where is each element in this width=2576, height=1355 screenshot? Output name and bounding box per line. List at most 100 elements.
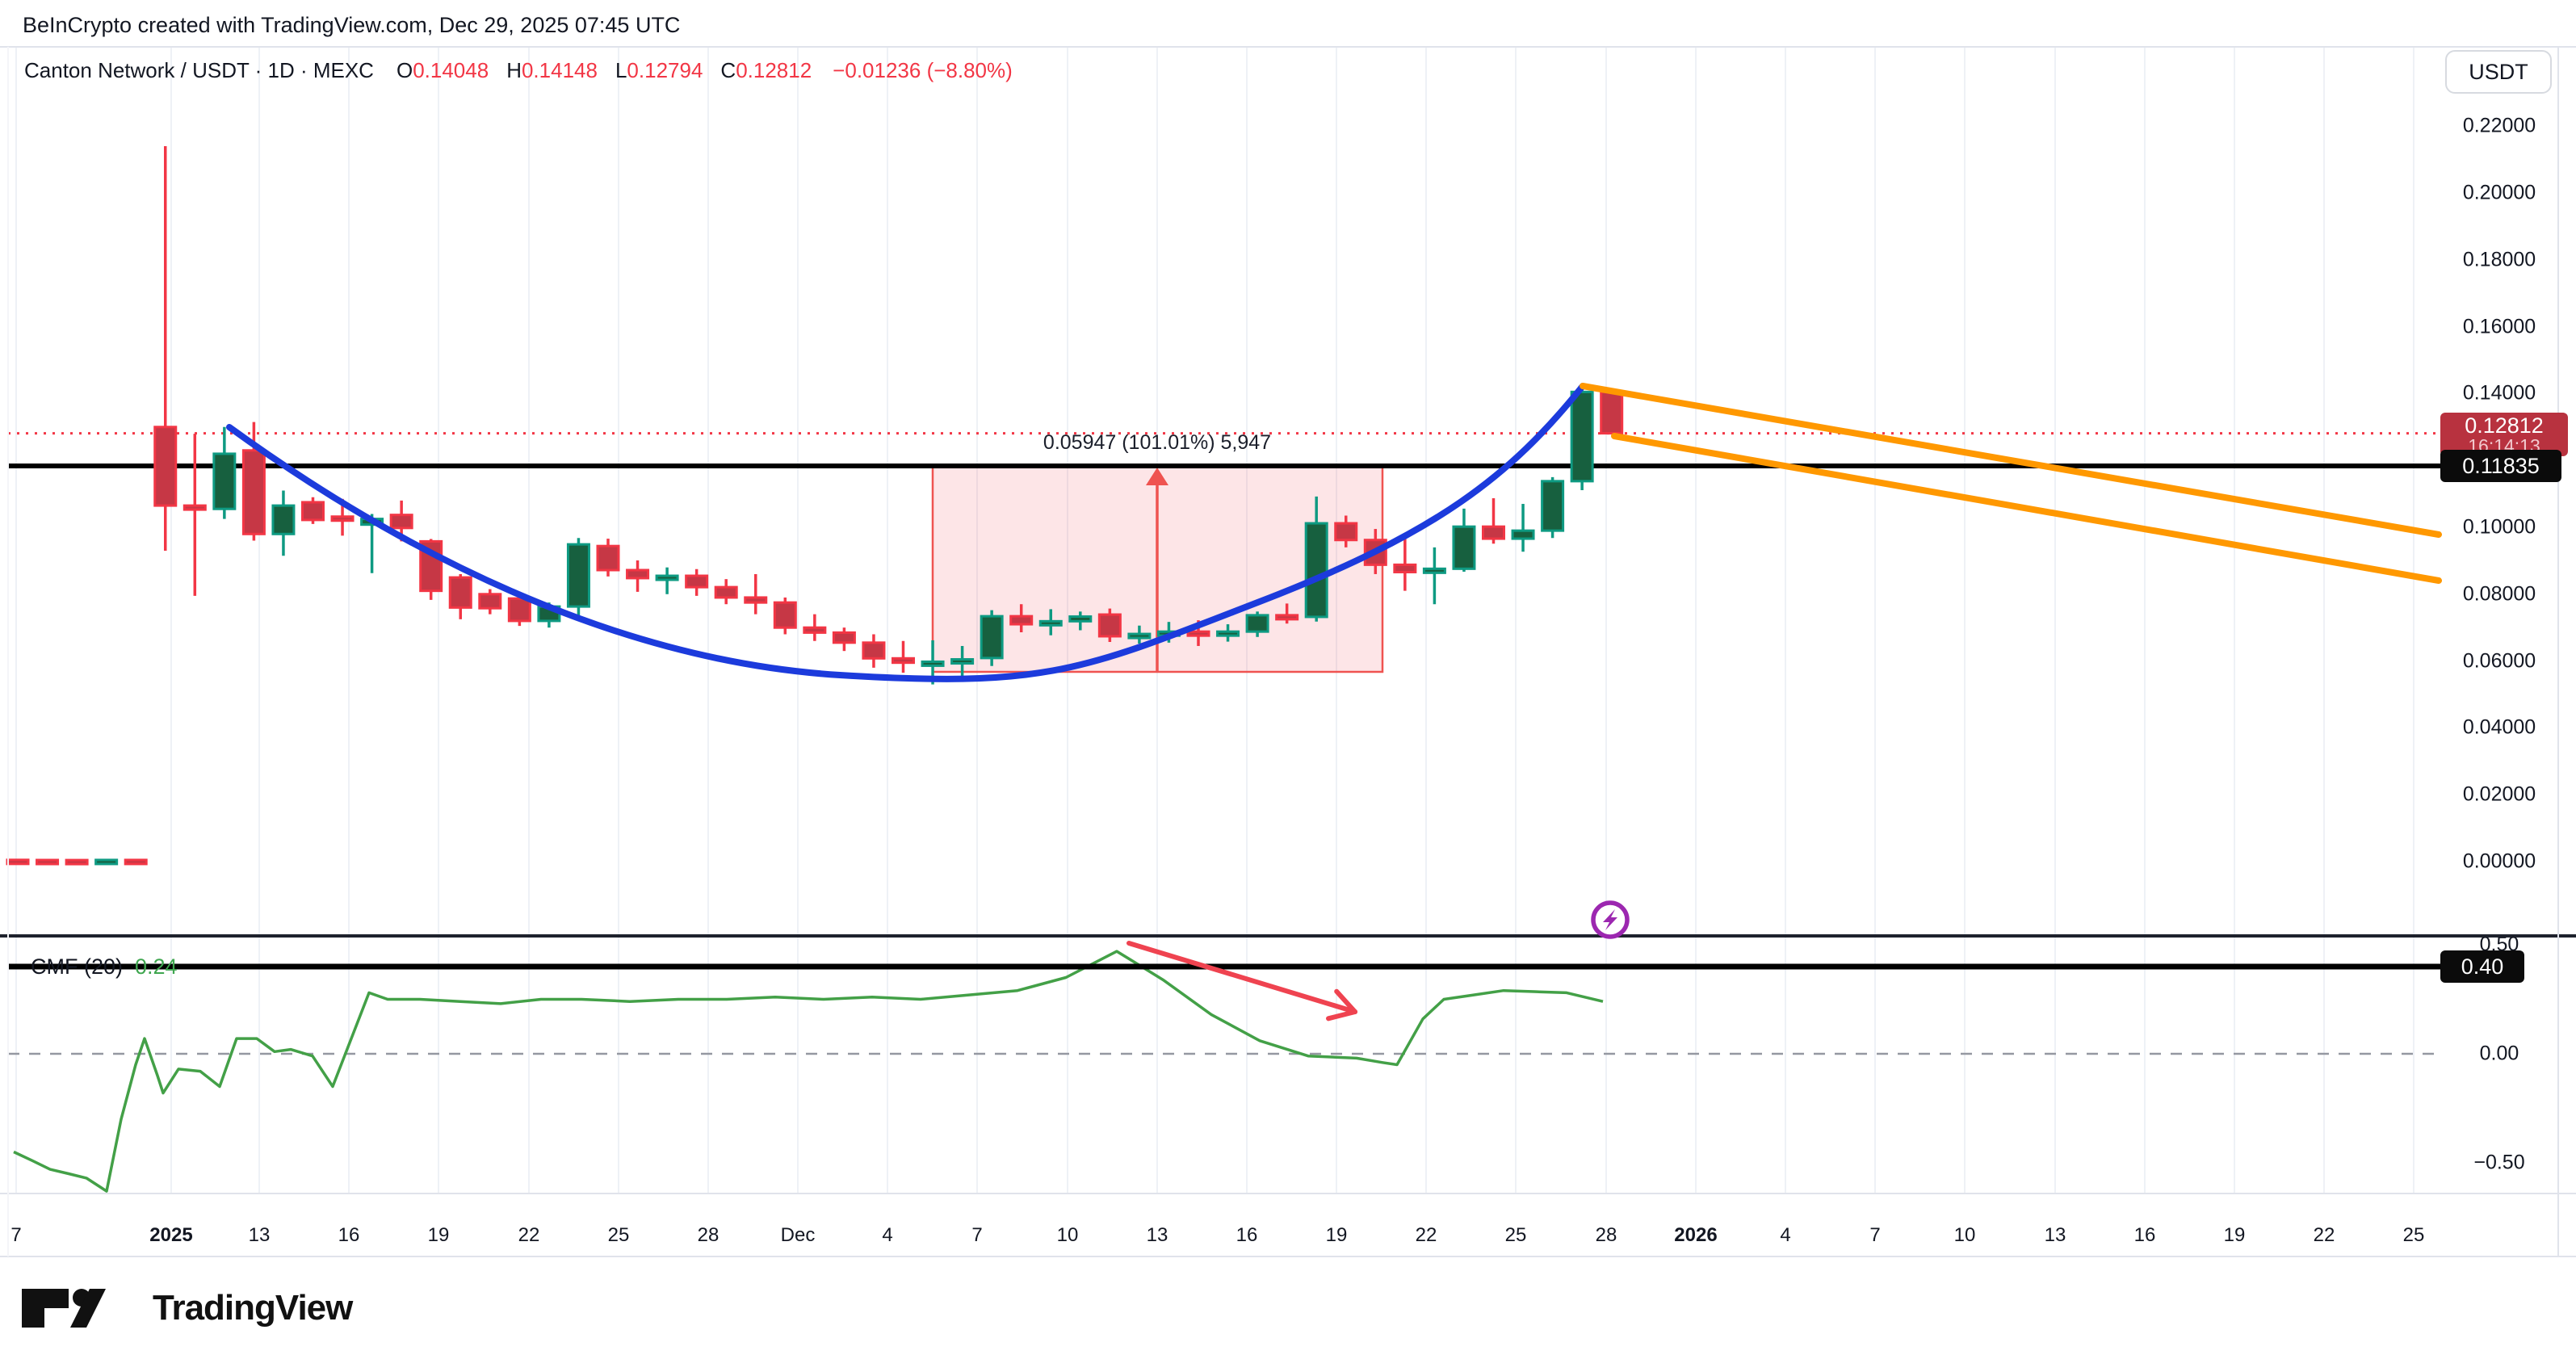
candle-body [1127,632,1152,640]
candle-body [1393,563,1417,573]
price-tick-label: 0.20000 [2462,181,2536,204]
candle-body [980,615,1004,660]
time-tick-label: 2025 [149,1224,193,1246]
candle-body [596,544,620,572]
time-tick-label: 7 [10,1224,22,1246]
cmf-indicator-legend: CMF (20) 0.24 [31,954,178,980]
credit-line: BeInCrypto created with TradingView.com,… [23,13,681,37]
candle-body [478,593,502,610]
change-value: −0.01236 (−8.80%) [833,58,1013,82]
price-tick-label: 0.08000 [2462,582,2536,606]
measure-tool-label: 0.05947 (101.01%) 5,947 [1043,431,1272,454]
low-label: L [615,58,627,82]
time-tick-label: 28 [697,1224,720,1246]
orange-trendline [1580,383,2442,538]
time-tick-label: 16 [1236,1224,1258,1246]
candle-body [241,449,266,535]
cmf-level-badge: 0.40 [2440,950,2524,983]
candle-body [1009,615,1034,626]
time-tick-label: 19 [2223,1224,2246,1246]
candle-body [389,514,413,530]
cmf-tick-label: −0.50 [2473,1151,2525,1174]
candle-body [803,626,827,634]
candle-body [507,597,531,623]
flash-alert-icon[interactable] [1591,900,1630,939]
high-value: 0.14148 [521,58,598,82]
open-label: O [396,58,413,82]
candle-body [1422,567,1446,574]
last-price-value: 0.12812 [2465,413,2544,438]
price-tick-label: 0.06000 [2462,649,2536,673]
candle-body [94,858,119,866]
candle-body [124,858,148,866]
cmf-red-arrow-line [1126,941,1357,1014]
time-tick-label: 10 [1056,1224,1079,1246]
measure-arrow-head [1146,468,1168,485]
price-tick-label: 0.22000 [2462,114,2536,137]
candle-body [832,631,856,644]
time-tick-label: 16 [338,1224,360,1246]
cmf-tick-label: 0.00 [2479,1042,2519,1065]
candle-body [212,452,237,510]
candle-body [921,660,945,667]
cmf-value: 0.24 [135,954,178,979]
candle-body [1570,390,1594,483]
price-tick-label: 0.00000 [2462,849,2536,873]
close-label: C [720,58,736,82]
close-value: 0.12812 [736,58,812,82]
candle-body [566,543,590,608]
time-tick-label: 16 [2133,1224,2156,1246]
time-tick-label: 25 [2402,1224,2425,1246]
tradingview-logo: TradingView [20,1286,353,1331]
candle-body [183,504,207,511]
time-tick-label: 25 [1504,1224,1527,1246]
orange-trendline [1611,433,2442,584]
candle-body [301,501,325,522]
time-tick-label: 2026 [1674,1224,1718,1246]
candle-body [626,568,650,580]
low-value: 0.12794 [627,58,703,82]
candle-body [1304,522,1328,619]
time-tick-label: 13 [248,1224,271,1246]
candle-body [448,576,472,609]
candle-body [271,504,296,535]
price-tick-label: 0.18000 [2462,248,2536,271]
tradingview-logo-text: TradingView [153,1288,353,1328]
cmf-name: CMF (20) [31,954,123,979]
currency-unit-button[interactable]: USDT [2445,50,2552,94]
last-price-badge: 0.12812 16:14:13 [2440,413,2568,456]
support-level-badge: 0.11835 [2440,450,2561,482]
candle-body [1038,619,1063,627]
time-tick-label: 22 [518,1224,540,1246]
symbol-legend: Canton Network / USDT · 1D · MEXC O 0.14… [24,58,1013,83]
open-value: 0.14048 [413,58,489,82]
candle-body [862,641,886,660]
candle-body [1452,525,1476,570]
time-tick-label: 22 [1415,1224,1437,1246]
candle-body [1216,630,1240,637]
time-tick-label: 28 [1595,1224,1617,1246]
time-tick-label: 13 [2044,1224,2066,1246]
high-label: H [506,58,522,82]
cmf-red-arrow-head [1326,1009,1357,1021]
candle-body [1600,390,1624,435]
candle-body [1068,615,1093,623]
candle-body [1482,525,1505,540]
candle-body [1541,480,1565,532]
price-tick-label: 0.02000 [2462,782,2536,806]
price-tick-label: 0.16000 [2462,315,2536,338]
candle-body [714,585,738,599]
time-tick-label: 19 [1325,1224,1348,1246]
time-tick-label: 19 [427,1224,450,1246]
price-tick-label: 0.14000 [2462,381,2536,405]
candle-body [1334,522,1358,542]
candle-body [1186,630,1210,637]
symbol-title: Canton Network / USDT · 1D · MEXC [24,58,374,82]
time-tick-label: 4 [882,1224,893,1246]
candle-body [36,858,60,866]
time-tick-label: 4 [1780,1224,1791,1246]
blue-arc-trendline [226,383,1586,682]
candle-body [950,658,975,665]
time-tick-label: 25 [607,1224,630,1246]
